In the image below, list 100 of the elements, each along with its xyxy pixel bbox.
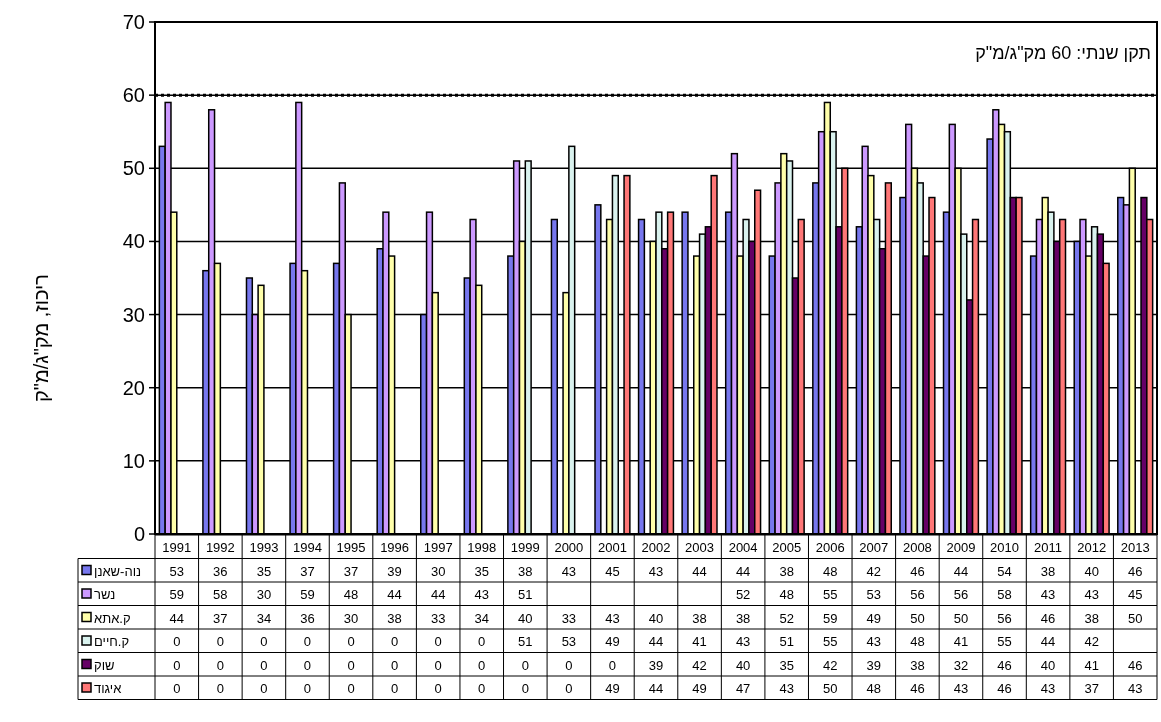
- data-label: 43: [474, 587, 489, 602]
- x-tick-label: 1999: [510, 540, 540, 555]
- x-tick-label: 2008: [902, 540, 932, 555]
- data-label: 53: [561, 634, 577, 649]
- legend-label: ק.אתא: [94, 610, 131, 626]
- data-label: 0: [303, 634, 312, 649]
- x-tick-label: 2013: [1120, 540, 1150, 555]
- data-label: 48: [779, 587, 794, 602]
- y-tick-label: 10: [122, 449, 145, 472]
- data-label: 37: [1084, 681, 1099, 696]
- data-label: 35: [256, 563, 272, 579]
- data-label: 44: [692, 563, 707, 579]
- data-label: 30: [256, 587, 272, 602]
- data-label: 0: [173, 681, 181, 696]
- data-label: 0: [347, 657, 355, 673]
- data-label: 30: [343, 610, 359, 626]
- x-tick-label: 1993: [249, 540, 279, 555]
- data-label: 58: [213, 587, 228, 602]
- data-label: 54: [997, 563, 1012, 579]
- data-label: 0: [434, 634, 442, 649]
- data-label: 30: [430, 563, 446, 579]
- data-label: 48: [910, 634, 925, 649]
- y-tick-label: 0: [133, 523, 145, 545]
- data-label: 45: [605, 563, 620, 579]
- legend-label: איגוד: [94, 681, 122, 696]
- data-label: 0: [390, 657, 399, 673]
- data-label: 0: [260, 657, 268, 673]
- data-label: 0: [347, 634, 355, 649]
- data-label: 50: [823, 681, 838, 696]
- data-label: 36: [213, 563, 228, 579]
- data-label: 51: [518, 587, 533, 602]
- data-label: 34: [256, 610, 272, 626]
- data-label: 48: [343, 587, 359, 602]
- data-label: 38: [518, 563, 533, 579]
- data-label: 40: [518, 610, 533, 626]
- x-tick-label: 1994: [293, 540, 322, 555]
- legend-label: שוק: [94, 657, 115, 673]
- data-label: 37: [213, 610, 228, 626]
- data-label: 51: [779, 634, 794, 649]
- y-tick-label: 50: [122, 157, 145, 180]
- data-label: 37: [343, 563, 359, 579]
- legend-label: נשר: [94, 587, 116, 602]
- data-label: 44: [648, 681, 664, 696]
- data-label: 49: [692, 681, 707, 696]
- x-tick-label: 1997: [423, 540, 453, 555]
- data-label: 44: [387, 587, 402, 602]
- data-label: 45: [1127, 587, 1143, 602]
- data-label: 0: [303, 681, 312, 696]
- data-label: 40: [1084, 563, 1099, 579]
- data-label: 47: [735, 681, 751, 696]
- x-tick-label: 1992: [205, 540, 235, 555]
- data-label: 52: [779, 610, 794, 626]
- x-tick-label: 2003: [685, 540, 715, 555]
- data-label: 50: [953, 610, 969, 626]
- data-label: 51: [518, 634, 533, 649]
- data-label: 53: [866, 587, 882, 602]
- data-label: 56: [997, 610, 1012, 626]
- data-label: 0: [216, 681, 224, 696]
- data-label: 41: [1084, 657, 1099, 673]
- data-label: 59: [169, 587, 185, 602]
- data-label: 50: [910, 610, 925, 626]
- y-tick-label: 60: [122, 84, 145, 107]
- data-label: 35: [474, 563, 489, 579]
- data-label: 46: [910, 563, 925, 579]
- data-label: 43: [1084, 587, 1099, 602]
- x-tick-label: 2010: [990, 540, 1019, 555]
- data-label: 39: [648, 657, 664, 673]
- data-label: 0: [216, 657, 224, 673]
- data-label: 0: [521, 681, 529, 696]
- data-label: 41: [692, 634, 707, 649]
- data-label: 0: [173, 657, 181, 673]
- data-label: 42: [866, 563, 882, 579]
- data-label: 48: [866, 681, 882, 696]
- data-label: 39: [387, 563, 402, 579]
- data-label: 0: [478, 681, 486, 696]
- data-label: 44: [430, 587, 446, 602]
- data-label: 43: [648, 563, 664, 579]
- data-label: 43: [605, 610, 620, 626]
- x-tick-label: 1995: [336, 540, 366, 555]
- data-label: 37: [300, 563, 315, 579]
- data-label: 43: [1040, 587, 1056, 602]
- data-label: 44: [648, 634, 664, 649]
- x-tick-label: 2005: [772, 540, 802, 555]
- data-label: 38: [735, 610, 751, 626]
- data-label: 44: [1040, 634, 1056, 649]
- data-label: 42: [1084, 634, 1099, 649]
- data-label: 46: [997, 681, 1012, 696]
- x-tick-label: 2006: [815, 540, 845, 555]
- data-label: 38: [387, 610, 402, 626]
- data-label: 0: [390, 634, 399, 649]
- data-label: 38: [1084, 610, 1099, 626]
- data-label: 46: [1040, 610, 1056, 626]
- data-label: 36: [300, 610, 315, 626]
- data-label: 35: [779, 657, 794, 673]
- data-label: 43: [953, 681, 969, 696]
- data-label: 0: [216, 634, 224, 649]
- data-label: 0: [434, 657, 442, 673]
- x-tick-label: 1996: [380, 540, 410, 555]
- data-label: 33: [561, 610, 577, 626]
- data-label: 0: [478, 657, 486, 673]
